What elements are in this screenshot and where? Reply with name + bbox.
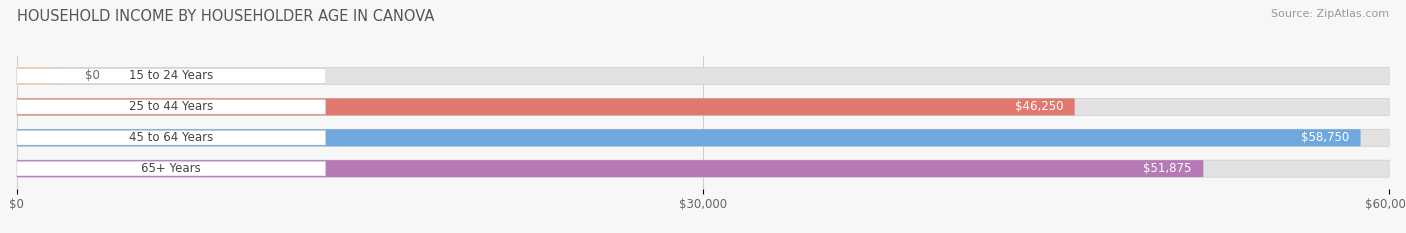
FancyBboxPatch shape [17,68,58,85]
FancyBboxPatch shape [17,129,1389,146]
FancyBboxPatch shape [17,98,1389,115]
Text: $58,750: $58,750 [1301,131,1350,144]
FancyBboxPatch shape [17,160,1204,177]
Text: 45 to 64 Years: 45 to 64 Years [129,131,214,144]
FancyBboxPatch shape [17,161,326,176]
Text: HOUSEHOLD INCOME BY HOUSEHOLDER AGE IN CANOVA: HOUSEHOLD INCOME BY HOUSEHOLDER AGE IN C… [17,9,434,24]
Text: 25 to 44 Years: 25 to 44 Years [129,100,214,113]
Text: 65+ Years: 65+ Years [142,162,201,175]
FancyBboxPatch shape [17,160,1389,177]
FancyBboxPatch shape [17,69,326,83]
FancyBboxPatch shape [17,98,1074,115]
Text: $0: $0 [86,69,100,82]
Text: Source: ZipAtlas.com: Source: ZipAtlas.com [1271,9,1389,19]
Text: $51,875: $51,875 [1143,162,1192,175]
FancyBboxPatch shape [17,100,326,114]
FancyBboxPatch shape [17,68,1389,85]
Text: $46,250: $46,250 [1015,100,1063,113]
Text: 15 to 24 Years: 15 to 24 Years [129,69,214,82]
FancyBboxPatch shape [17,130,326,145]
FancyBboxPatch shape [17,129,1361,146]
